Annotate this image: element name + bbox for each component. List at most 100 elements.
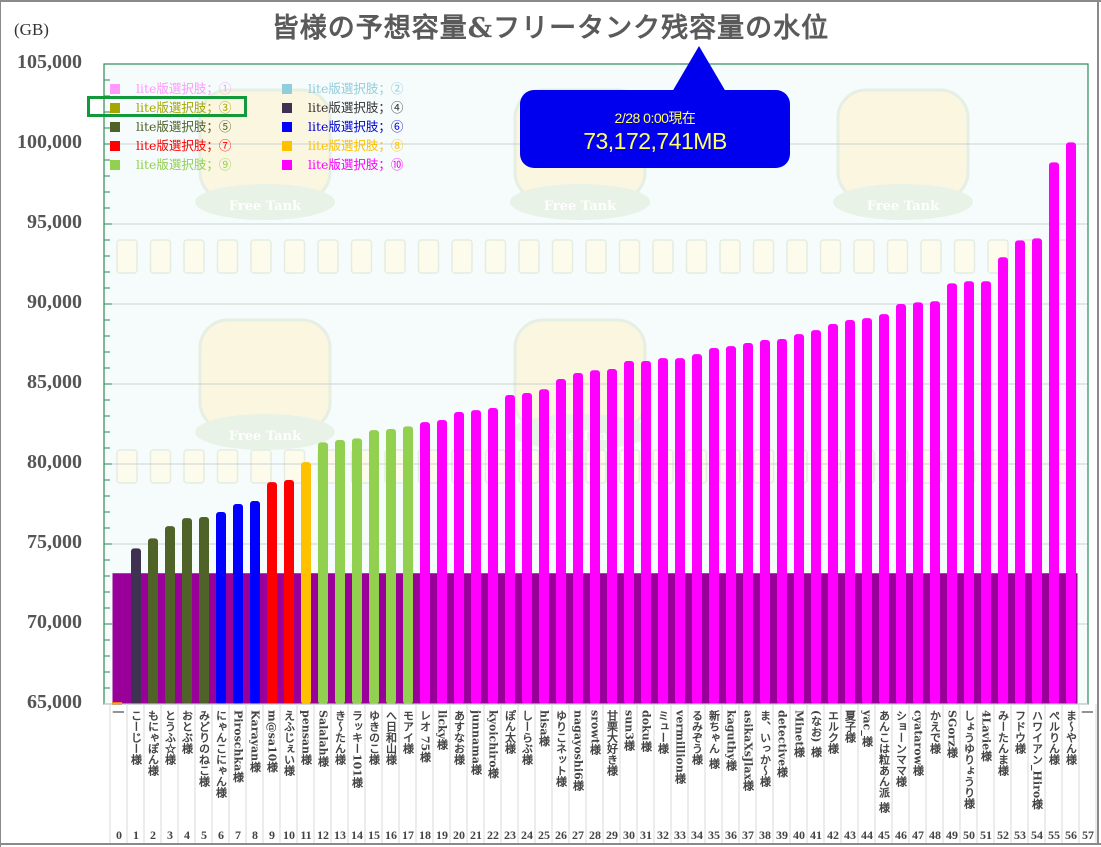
x-category-name: おとぶ様	[180, 710, 194, 754]
x-category-name: ま、いっか～様	[758, 710, 772, 787]
phone-watermark-icon	[752, 239, 775, 274]
phone-watermark-icon	[953, 239, 976, 274]
x-category-index: 36	[725, 828, 737, 842]
tank-base-watermark	[195, 184, 335, 220]
x-category-name: ゆりこネット様	[554, 710, 568, 787]
bar-13	[335, 440, 345, 704]
x-category-index: 23	[504, 828, 516, 842]
x-category-name: ぺルりん様	[1047, 710, 1061, 765]
legend-label: lite版選択肢；⑨	[136, 157, 232, 172]
x-category-name: |	[1081, 710, 1095, 715]
x-category-name: vermillion様	[673, 710, 687, 784]
phone-watermark-icon	[853, 239, 875, 274]
x-category-index: 44	[861, 828, 873, 842]
legend-swatch	[110, 121, 120, 132]
x-category-name: へ日和山様	[384, 710, 398, 765]
callout-date: 2/28 0:00現在	[614, 110, 696, 126]
bar-10	[284, 480, 294, 704]
legend-item: lite版選択肢；⑥	[282, 118, 403, 136]
legend-swatch	[110, 159, 120, 170]
x-category-name: ま～やん様	[1064, 710, 1078, 765]
x-category-name: るみぞう様	[690, 710, 704, 765]
legend-swatch	[282, 83, 292, 94]
x-category-name: Piroschka様	[231, 710, 245, 783]
y-axis-unit: (GB)	[14, 20, 49, 39]
x-category-index: 2	[150, 828, 156, 842]
legend-swatch	[110, 83, 120, 94]
y-tick-label: 105,000	[17, 51, 82, 73]
x-category-name: m@sa10様	[265, 710, 279, 773]
legend-item: lite版選択肢；②	[282, 80, 403, 98]
bar-43	[845, 320, 855, 704]
legend-label: lite版選択肢；⑧	[308, 138, 404, 153]
x-category-name: doku様	[639, 710, 653, 752]
bar-16	[386, 428, 396, 704]
bar-6	[216, 512, 226, 704]
y-tick-label: 100,000	[17, 131, 82, 153]
phone-watermark-icon	[384, 239, 406, 274]
x-category-index: 22	[487, 828, 499, 842]
phone-watermark-icon	[618, 239, 641, 274]
phone-watermark-icon	[250, 239, 272, 274]
phone-watermark-icon	[484, 239, 507, 274]
x-category-name: えふじぇい様	[282, 710, 296, 776]
legend-label: lite版選択肢；⑤	[136, 119, 232, 134]
x-category-name: srowt様	[588, 710, 602, 755]
legend-label: lite版選択肢；①	[136, 81, 232, 96]
x-category-name: 4Lavie様	[979, 710, 993, 762]
bar-36	[726, 346, 736, 704]
x-category-index: 43	[844, 828, 856, 842]
x-category-index: 35	[708, 828, 720, 842]
x-category-name: yac_様	[860, 710, 874, 747]
x-category-index: 26	[555, 828, 567, 842]
legend-item: lite版選択肢；⑦	[110, 137, 231, 155]
x-category-index: 14	[351, 828, 363, 842]
x-category-name: かえで様	[928, 710, 942, 754]
x-category-index: 3	[167, 828, 173, 842]
x-category-name: レオ 75様	[418, 710, 432, 763]
x-category-name: Salalah様	[316, 710, 330, 767]
legend-item: lite版選択肢；⑤	[110, 118, 231, 136]
phone-watermark-icon	[183, 449, 205, 484]
y-tick-label: 85,000	[27, 371, 82, 393]
x-category-index: 25	[538, 828, 550, 842]
tank-watermark-text: Free Tank	[229, 199, 302, 214]
x-category-index: 30	[623, 828, 635, 842]
legend-swatch	[282, 121, 292, 132]
x-category-name: ラッキー101様	[350, 710, 364, 788]
x-category-index: 48	[929, 828, 941, 842]
y-tick-label: 95,000	[27, 211, 82, 233]
x-category-name: こーじー様	[129, 710, 143, 765]
bar-42	[828, 324, 838, 704]
x-category-index: 56	[1065, 828, 1077, 842]
x-category-name: とうふ☆様	[163, 710, 177, 765]
tank-watermark	[198, 318, 332, 432]
legend-label: lite版選択肢；⑩	[308, 157, 404, 172]
legend-label: lite版選択肢；②	[308, 81, 404, 96]
x-category-index: 54	[1031, 828, 1043, 842]
x-category-name: |	[112, 710, 126, 715]
legend-swatch	[282, 102, 292, 113]
legend-item: lite版選択肢；⑩	[282, 156, 403, 174]
x-category-index: 16	[385, 828, 397, 842]
x-category-index: 46	[895, 828, 907, 842]
bar-21	[471, 410, 481, 704]
bar-14	[352, 438, 362, 704]
x-category-name: detective様	[775, 710, 789, 778]
x-category-index: 12	[317, 828, 329, 842]
x-category-name: き～たん様	[333, 710, 347, 765]
bar-28	[590, 370, 600, 704]
phone-watermark-icon	[719, 239, 741, 274]
phone-watermark-icon	[116, 449, 138, 484]
bar-38	[760, 340, 770, 704]
x-category-name: ぽん太様	[503, 710, 517, 754]
phone-watermark-icon	[216, 449, 239, 484]
x-category-index: 17	[402, 828, 414, 842]
x-category-index: 10	[283, 828, 295, 842]
phone-watermark-icon	[317, 239, 339, 274]
phone-watermark-icon	[216, 239, 239, 274]
x-category-name: みーたんま様	[996, 710, 1010, 776]
x-category-index: 51	[980, 828, 992, 842]
x-category-index: 27	[572, 828, 584, 842]
phone-watermark-icon	[417, 239, 440, 274]
